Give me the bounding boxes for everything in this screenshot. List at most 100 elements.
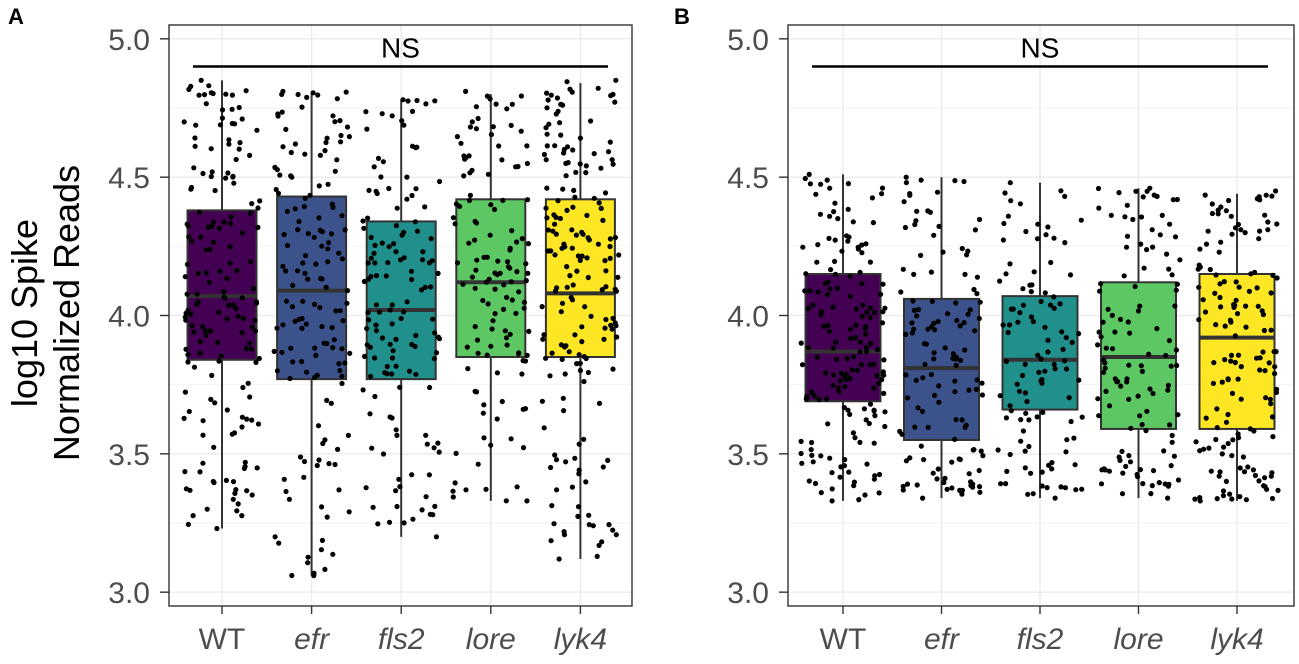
data-point: [612, 99, 618, 105]
data-point: [1122, 214, 1128, 220]
data-point: [1202, 192, 1208, 198]
data-point: [1096, 205, 1102, 211]
data-point: [208, 146, 214, 152]
data-point: [1265, 227, 1271, 233]
data-point: [863, 348, 870, 355]
data-point: [275, 113, 281, 119]
data-point: [616, 252, 622, 258]
data-point: [1100, 319, 1106, 325]
data-point: [504, 106, 510, 112]
data-point: [914, 482, 920, 488]
data-point: [279, 91, 285, 97]
data-point: [583, 163, 589, 169]
data-point: [463, 88, 469, 94]
data-point: [612, 286, 618, 292]
data-point: [912, 221, 918, 228]
data-point: [598, 205, 604, 211]
data-point: [809, 452, 815, 458]
data-point: [560, 395, 566, 401]
data-point: [847, 293, 853, 300]
data-point: [608, 322, 614, 328]
data-point: [1209, 201, 1215, 207]
data-point: [568, 294, 574, 301]
data-point: [393, 336, 399, 342]
data-point: [845, 238, 851, 244]
data-point: [1061, 358, 1068, 364]
data-point: [409, 192, 415, 199]
data-point: [570, 204, 576, 210]
data-point: [450, 215, 456, 221]
data-point: [430, 316, 436, 322]
data-point: [1231, 304, 1237, 310]
data-point: [596, 200, 602, 206]
data-point: [907, 455, 913, 461]
data-point: [1003, 271, 1009, 277]
data-point: [227, 244, 233, 250]
data-point: [518, 93, 525, 99]
data-point: [409, 341, 415, 348]
y-tick-label: 3.5: [727, 439, 769, 472]
data-point: [1133, 188, 1139, 194]
data-point: [1001, 220, 1007, 227]
data-point: [215, 339, 221, 345]
data-point: [1263, 395, 1269, 401]
data-point: [1058, 484, 1064, 490]
data-point: [830, 345, 836, 351]
data-point: [844, 233, 850, 239]
data-point: [1172, 303, 1178, 309]
data-point: [389, 355, 396, 361]
data-point: [488, 131, 494, 138]
data-point: [903, 372, 909, 378]
data-point: [543, 125, 549, 131]
data-point: [1257, 355, 1263, 361]
data-point: [191, 329, 197, 335]
data-point: [1234, 311, 1241, 317]
data-point: [1116, 190, 1122, 196]
data-point: [413, 371, 419, 377]
data-point: [572, 332, 578, 338]
data-point: [1105, 306, 1111, 312]
data-point: [850, 219, 856, 225]
data-point: [364, 126, 370, 132]
data-point: [610, 91, 616, 97]
data-point: [463, 487, 469, 493]
data-point: [274, 167, 280, 173]
data-point: [469, 119, 475, 125]
data-point: [409, 108, 416, 114]
data-point: [185, 359, 191, 365]
data-point: [1165, 495, 1171, 501]
data-point: [373, 273, 380, 279]
data-point: [1119, 448, 1125, 454]
data-point: [368, 234, 374, 240]
data-point: [492, 311, 498, 317]
data-point: [393, 249, 399, 255]
data-point: [399, 232, 405, 238]
data-point: [1229, 231, 1235, 237]
data-point: [275, 190, 282, 196]
data-point: [832, 237, 838, 243]
data-point: [247, 152, 253, 158]
data-point: [197, 350, 203, 356]
data-point: [815, 242, 821, 248]
data-point: [835, 216, 841, 222]
data-point: [184, 221, 190, 227]
data-point: [460, 281, 466, 287]
data-point: [824, 177, 830, 183]
data-point: [863, 417, 869, 423]
data-point: [249, 201, 255, 207]
data-point: [204, 506, 210, 512]
data-point: [225, 170, 231, 176]
data-point: [1269, 470, 1275, 476]
data-point: [454, 134, 460, 140]
data-point: [880, 281, 886, 287]
data-point: [929, 298, 935, 304]
data-point: [1066, 395, 1072, 401]
data-point: [1139, 368, 1145, 374]
data-point: [432, 503, 438, 509]
data-point: [1226, 197, 1232, 204]
data-point: [541, 425, 547, 431]
data-point: [347, 350, 353, 356]
data-point: [1268, 290, 1274, 296]
data-point: [186, 234, 192, 240]
data-point: [541, 151, 548, 158]
